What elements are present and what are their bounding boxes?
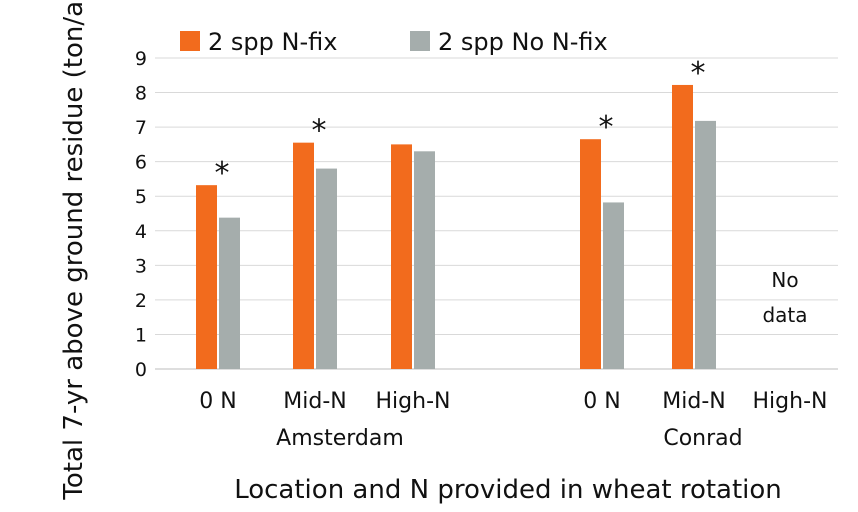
no-data-note: data [762, 303, 807, 327]
y-tick-labels: 0 1 2 3 4 5 6 7 8 9 [135, 48, 147, 381]
y-tick-label: 2 [135, 290, 147, 312]
no-data-note: No [771, 268, 798, 292]
category-labels: 0 N Mid-N High-N 0 N Mid-N High-N [199, 389, 827, 414]
bar-n-fix [672, 84, 693, 369]
significance-star: * [215, 156, 230, 191]
category-label: High-N [753, 389, 828, 414]
y-tick-label: 6 [135, 152, 147, 174]
gridlines [155, 57, 838, 370]
significance-star: * [691, 56, 706, 91]
significance-marks: * * * * No data [215, 56, 808, 327]
bar-no-n-fix [414, 151, 435, 369]
bar-no-n-fix [316, 168, 337, 369]
y-tick-label: 7 [135, 117, 147, 139]
legend-swatch [180, 31, 200, 51]
legend-label: 2 spp N-fix [208, 28, 337, 56]
y-tick-label: 3 [135, 255, 147, 277]
bars [196, 84, 716, 369]
bar-no-n-fix [219, 217, 240, 369]
significance-star: * [312, 114, 327, 149]
y-axis-label: Total 7-yr above ground residue (ton/acr… [59, 0, 89, 501]
legend-swatch [410, 31, 430, 51]
y-tick-label: 0 [135, 359, 147, 381]
group-label: Amsterdam [276, 426, 404, 451]
y-tick-label: 4 [135, 221, 147, 243]
category-label: Mid-N [283, 389, 346, 414]
group-label: Conrad [663, 426, 742, 451]
x-axis-label: Location and N provided in wheat rotatio… [234, 475, 782, 505]
y-tick-label: 9 [135, 48, 147, 70]
bar-no-n-fix [603, 202, 624, 369]
category-label: 0 N [199, 389, 236, 414]
category-label: 0 N [583, 389, 620, 414]
y-tick-label: 5 [135, 186, 147, 208]
category-label: High-N [376, 389, 451, 414]
bar-n-fix [196, 185, 217, 369]
y-tick-label: 8 [135, 83, 147, 105]
category-label: Mid-N [662, 389, 725, 414]
bar-n-fix [391, 144, 412, 369]
legend-label: 2 spp No N-fix [438, 28, 608, 56]
legend: 2 spp N-fix 2 spp No N-fix [180, 28, 608, 56]
bar-n-fix [580, 139, 601, 369]
bar-no-n-fix [695, 120, 716, 369]
significance-star: * [599, 110, 614, 145]
bar-n-fix [293, 142, 314, 369]
group-labels: Amsterdam Conrad [276, 426, 742, 451]
y-tick-label: 1 [135, 324, 147, 346]
